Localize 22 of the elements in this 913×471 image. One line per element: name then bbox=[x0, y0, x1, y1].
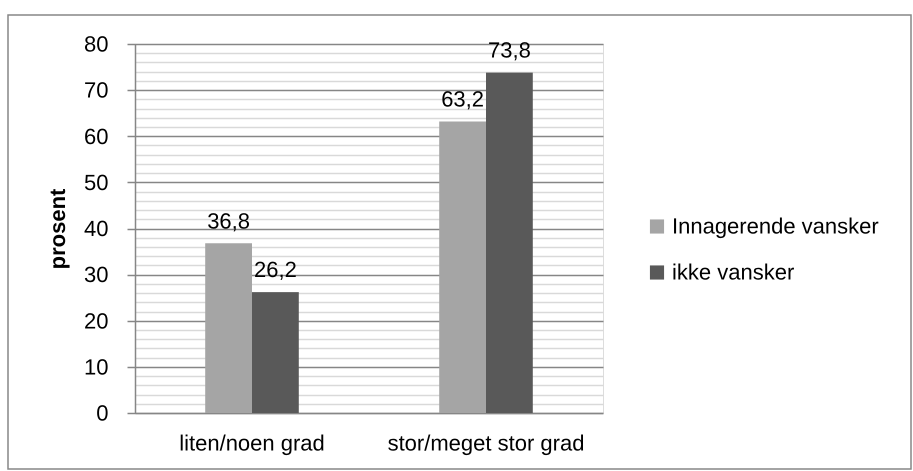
y-axis-title: prosent bbox=[45, 188, 70, 270]
y-tick-label: 0 bbox=[96, 400, 108, 426]
data-label: 63,2 bbox=[441, 86, 484, 112]
bar bbox=[486, 72, 533, 413]
y-tick-label: 80 bbox=[84, 32, 108, 56]
y-tick-label: 40 bbox=[84, 216, 108, 241]
y-tick-label: 60 bbox=[84, 124, 108, 149]
data-label: 36,8 bbox=[207, 208, 250, 234]
legend-label: ikke vansker bbox=[672, 260, 794, 284]
data-label: 73,8 bbox=[488, 38, 531, 63]
legend-label: Innagerende vansker bbox=[672, 214, 879, 238]
bar bbox=[439, 121, 486, 413]
y-tick-label: 30 bbox=[84, 262, 108, 288]
y-tick-label: 20 bbox=[84, 308, 108, 334]
bar bbox=[205, 243, 252, 413]
bar bbox=[252, 292, 299, 413]
x-tick-label: stor/meget stor grad bbox=[388, 430, 584, 456]
y-tick-label: 50 bbox=[84, 170, 108, 195]
data-label: 26,2 bbox=[254, 257, 297, 282]
y-tick-label: 70 bbox=[84, 78, 108, 103]
y-tick-label: 10 bbox=[84, 354, 108, 380]
x-tick-label: liten/noen grad bbox=[179, 430, 325, 456]
